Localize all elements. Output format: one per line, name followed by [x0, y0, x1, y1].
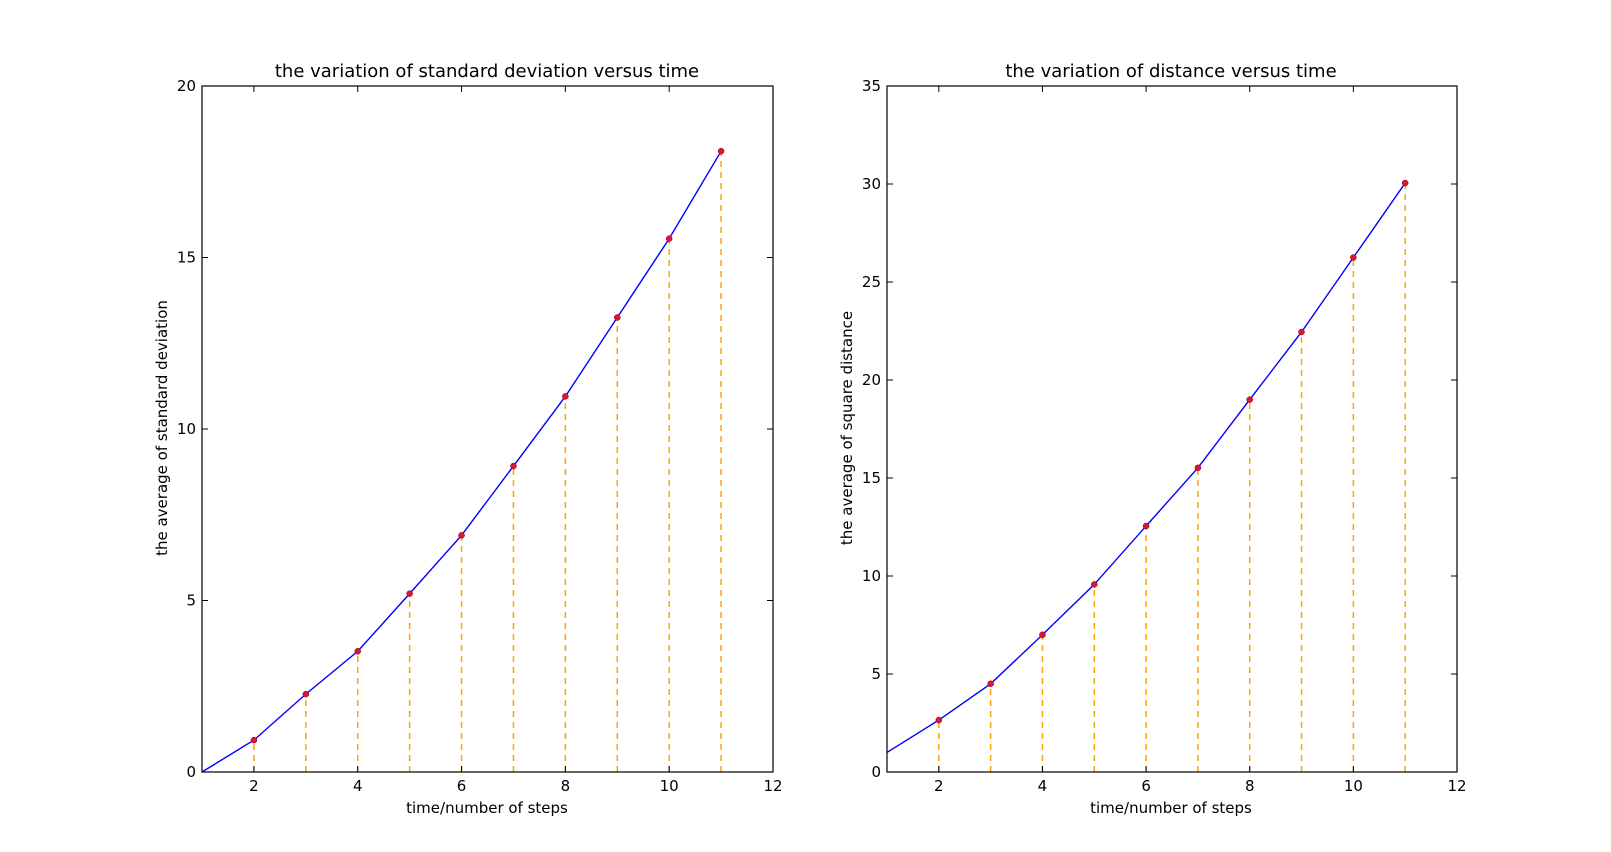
x-tick-label: 10: [1344, 777, 1363, 795]
y-tick-label: 10: [177, 420, 196, 438]
y-tick-label: 5: [871, 665, 881, 683]
data-point: [1039, 631, 1046, 639]
y-tick-label: 30: [862, 175, 881, 193]
stems-group: [253, 151, 722, 772]
x-tick-label: 8: [561, 777, 571, 795]
x-tick-label: 4: [1038, 777, 1048, 795]
x-tick-label: 12: [763, 777, 782, 795]
data-point: [717, 147, 725, 155]
y-tick-label: 25: [862, 273, 881, 291]
y-tick-label: 0: [186, 763, 196, 781]
stems-group: [938, 183, 1406, 772]
y-tick-label: 10: [862, 567, 881, 585]
x-axis-label: time/number of steps: [1090, 799, 1252, 817]
chart-title: the variation of standard deviation vers…: [275, 61, 699, 82]
data-point: [935, 716, 943, 724]
data-point: [562, 393, 569, 400]
chart-standard-deviation: the variation of standard deviation vers…: [153, 61, 783, 817]
data-point: [250, 736, 258, 744]
series-line: [886, 182, 1406, 753]
plot-frame: [886, 85, 1458, 773]
y-tick-label: 0: [871, 763, 881, 781]
y-tick-label: 20: [862, 371, 881, 389]
x-tick-label: 2: [249, 777, 259, 795]
plot-frame: [201, 85, 774, 773]
data-point: [406, 590, 413, 597]
data-point: [302, 690, 310, 698]
y-tick-label: 15: [862, 469, 881, 487]
x-tick-label: 2: [934, 777, 944, 795]
data-point: [354, 648, 361, 655]
y-tick-label: 20: [177, 77, 196, 95]
x-tick-label: 6: [457, 777, 467, 795]
ticks-group: 2 4 6 8 10 12 0 5 10 15 20 25 30 35: [862, 77, 1467, 795]
data-point: [1298, 328, 1305, 336]
y-axis-label: the average of standard deviation: [153, 300, 171, 556]
data-point: [1142, 522, 1150, 530]
data-point: [1350, 254, 1357, 261]
chart-title: the variation of distance versus time: [1005, 61, 1336, 82]
data-point: [665, 235, 673, 242]
data-point: [1246, 396, 1253, 403]
markers-group: [250, 147, 725, 744]
data-point: [1401, 179, 1409, 187]
x-tick-label: 10: [660, 777, 679, 795]
x-tick-label: 4: [353, 777, 363, 795]
chart-square-distance: the variation of distance versus time ti…: [838, 61, 1467, 817]
y-tick-label: 15: [177, 249, 196, 267]
y-tick-label: 35: [862, 77, 881, 95]
x-tick-label: 8: [1245, 777, 1255, 795]
data-point: [987, 680, 994, 688]
y-axis-label: the average of square distance: [838, 311, 856, 545]
x-tick-label: 12: [1447, 777, 1466, 795]
data-point: [614, 314, 621, 321]
lines-group: [886, 182, 1406, 753]
y-tick-label: 5: [186, 592, 196, 610]
data-point: [1194, 464, 1202, 472]
ticks-group: 2 4 6 8 10 12 0 5 10 15 20: [177, 77, 783, 795]
x-axis-label: time/number of steps: [406, 799, 568, 817]
markers-group: [935, 179, 1409, 724]
data-point: [510, 462, 517, 470]
x-tick-label: 6: [1141, 777, 1151, 795]
data-point: [1091, 581, 1098, 588]
data-point: [458, 532, 465, 539]
